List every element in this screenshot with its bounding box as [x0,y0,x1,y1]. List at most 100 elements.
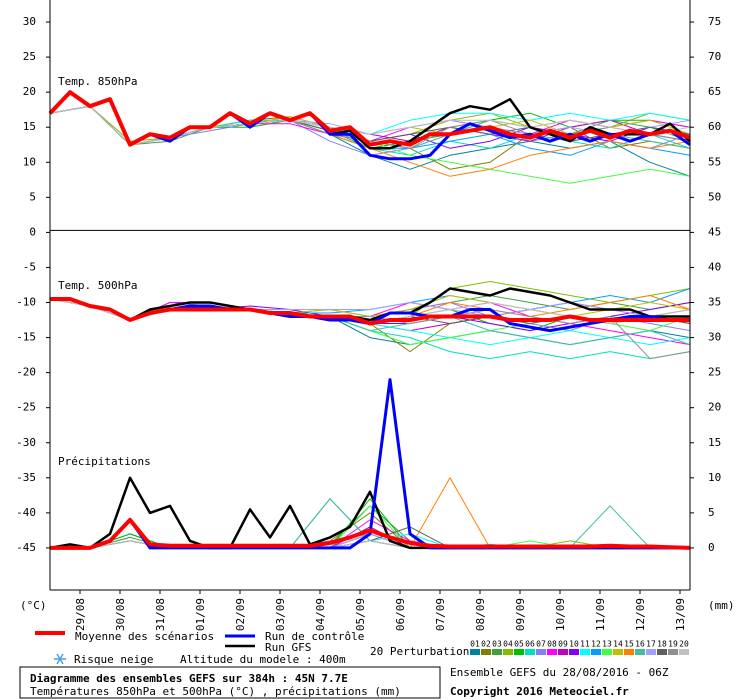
y-tick-label: -30 [16,436,36,449]
perturbation-legend-label: 20 [679,640,689,649]
perturbation-legend-label: 08 [547,640,557,649]
perturbation-legend-swatch [591,649,601,655]
y-tick-label: -45 [16,541,36,554]
perturbation-legend-swatch [580,649,590,655]
x-tick-label: 06/09 [394,598,407,631]
x-tick-label: 11/09 [594,598,607,631]
perturbation-legend-label: 10 [569,640,579,649]
y2-tick-label: 10 [708,471,721,484]
x-tick-label: 31/08 [154,598,167,631]
x-tick-label: 10/09 [554,598,567,631]
x-tick-label: 01/09 [194,598,207,631]
perturbation-legend-swatch [635,649,645,655]
y2-tick-label: 30 [708,331,721,344]
y2-tick-label: 70 [708,50,721,63]
perturbation-legend-swatch [492,649,502,655]
run-info: Ensemble GEFS du 28/08/2016 - 06Z [450,666,669,679]
y2-tick-label: 75 [708,15,721,28]
perturbation-legend-swatch [481,649,491,655]
x-tick-label: 09/09 [514,598,527,631]
perturbation-legend-swatch [525,649,535,655]
y-tick-label: -40 [16,506,36,519]
y2-tick-label: 5 [708,506,715,519]
panel-label: Temp. 500hPa [58,279,137,292]
y2-tick-label: 20 [708,401,721,414]
y-tick-label: 5 [29,190,36,203]
perturbation-legend-swatch [646,649,656,655]
perturbation-legend-label: 02 [481,640,491,649]
y-tick-label: 10 [23,155,36,168]
perturbation-legend-swatch [558,649,568,655]
copyright: Copyright 2016 Meteociel.fr [450,685,629,698]
x-tick-label: 13/09 [674,598,687,631]
perturbation-legend-label: 06 [525,640,535,649]
y2-tick-label: 45 [708,225,721,238]
perturbation-legend-swatch [514,649,524,655]
x-tick-label: 03/09 [274,598,287,631]
y2-tick-label: 60 [708,120,721,133]
y2-tick-label: 50 [708,190,721,203]
y2-tick-label: 35 [708,296,721,309]
x-tick-label: 07/09 [434,598,447,631]
snow-icon [54,653,66,665]
perturbation-legend-swatch [668,649,678,655]
y2-tick-label: 15 [708,436,721,449]
perturbation-legend-swatch [470,649,480,655]
y-tick-label: -20 [16,366,36,379]
perturbation-legend-label: 09 [558,640,568,649]
x-tick-label: 12/09 [634,598,647,631]
perturbation-legend-swatch [503,649,513,655]
panel-label: Temp. 850hPa [58,75,137,88]
y-tick-label: -5 [23,260,36,273]
y-tick-label: -25 [16,401,36,414]
x-tick-label: 08/09 [474,598,487,631]
y2-tick-label: 55 [708,155,721,168]
y-tick-label: 30 [23,15,36,28]
y-tick-label: -15 [16,331,36,344]
perturbation-legend-label: 19 [668,640,678,649]
altitude: Altitude du modele : 400m [180,653,346,666]
y-tick-label: 0 [29,225,36,238]
y-tick-label: 20 [23,85,36,98]
perturbation-legend-label: 01 [470,640,480,649]
t500-line [50,287,690,322]
x-tick-label: 05/09 [354,598,367,631]
t850-line [49,105,691,146]
perturbation-legend-label: 11 [580,640,590,649]
perturbation-legend-title: 20 Perturbations [370,645,476,658]
perturbation-legend-label: 13 [602,640,612,649]
x-tick-label: 29/08 [74,598,87,631]
perturbation-legend-label: 18 [657,640,667,649]
perturbation-legend-label: 12 [591,640,601,649]
plot-area [48,90,691,550]
title-box [19,666,441,699]
perturbation-legend-label: 04 [503,640,513,649]
chart-title: Diagramme des ensembles GEFS sur 384h : … [30,672,348,685]
panel-label: Précipitations [58,455,151,468]
legend-label: Moyenne des scénarios [75,630,214,643]
t850-line [48,90,691,147]
y-tick-label: 25 [23,50,36,63]
perturbation-legend-label: 03 [492,640,502,649]
perturbation-legend-label: 05 [514,640,524,649]
y-tick-label: -35 [16,471,36,484]
x-tick-label: 04/09 [314,598,327,631]
y2-tick-label: 65 [708,85,721,98]
perturbation-legend-label: 07 [536,640,546,649]
perturbation-legend-swatch [679,649,689,655]
perturbation-legend-swatch [657,649,667,655]
legend-label: Run GFS [265,641,311,654]
perturbation-legend-swatch [602,649,612,655]
perturbation-legend-label: 17 [646,640,656,649]
y2-tick-label: 25 [708,366,721,379]
perturbation-legend-swatch [536,649,546,655]
perturbation-legend-label: 15 [624,640,634,649]
y-tick-label: -10 [16,296,36,309]
x-tick-label: 02/09 [234,598,247,631]
chart-subtitle: Températures 850hPa et 500hPa (°C) , pré… [30,685,401,698]
y2-tick-label: 0 [708,541,715,554]
x-tick-label: 30/08 [114,598,127,631]
y-axis-label: (°C) [20,599,47,612]
perturbation-legend-label: 14 [613,640,623,649]
